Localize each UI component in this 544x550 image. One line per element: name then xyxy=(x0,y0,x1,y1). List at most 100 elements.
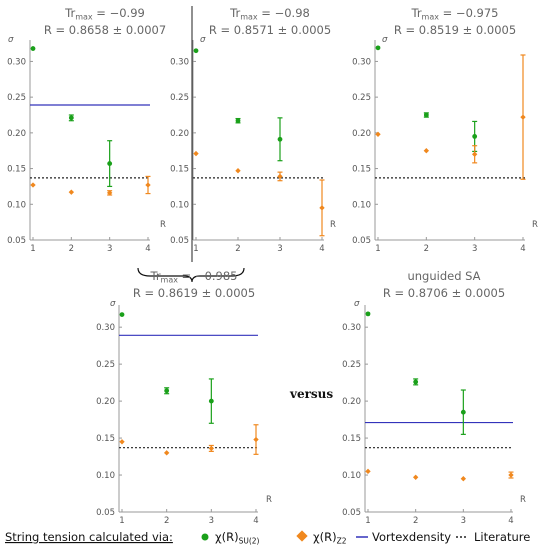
chart-panel-2: Trmax = −0.98R = 0.8571 ± 0.0005 0.05 0.10… xyxy=(170,6,336,254)
z2-data-point xyxy=(365,468,371,475)
y-tick-label: 0.15 xyxy=(96,434,115,444)
x-tick-label: 2 xyxy=(235,244,240,254)
y-tick-label: 0.30 xyxy=(170,57,189,67)
y-axis-label: σ xyxy=(200,35,206,45)
panel-title: Trmax = −0.975 xyxy=(410,6,498,22)
y-tick-label: 0.10 xyxy=(7,200,26,210)
su2-data-point xyxy=(68,115,74,121)
panel-title: Trmax = −0.99 xyxy=(64,6,145,22)
su2-data-point xyxy=(375,45,381,51)
x-axis-label: R xyxy=(330,220,336,230)
su2-data-point xyxy=(119,312,125,318)
x-tick-label: 3 xyxy=(461,516,466,526)
z2-data-point xyxy=(30,182,36,188)
panel-subtitle: R = 0.8519 ± 0.0005 xyxy=(394,23,516,37)
y-axis-label: σ xyxy=(354,299,360,309)
panel-title: unguided SA xyxy=(407,269,480,283)
legend: String tension calculated via: χ(R)SU(2)… xyxy=(5,530,530,546)
su2-data-point xyxy=(365,311,371,317)
y-tick-label: 0.05 xyxy=(96,508,115,518)
z2-data-point xyxy=(208,445,215,452)
y-tick-label: 0.25 xyxy=(96,360,115,370)
z2-data-point xyxy=(235,168,241,174)
x-tick-label: 2 xyxy=(424,244,429,254)
su2-data-point xyxy=(193,48,199,54)
legend-vortex-label: Vortexdensity xyxy=(372,530,451,544)
su2-data-point xyxy=(460,409,466,415)
z2-data-point xyxy=(145,182,151,188)
panel-subtitle: R = 0.8706 ± 0.0005 xyxy=(383,286,505,300)
brace xyxy=(137,267,245,283)
x-tick-label: 4 xyxy=(520,244,525,254)
x-tick-label: 3 xyxy=(209,516,214,526)
z2-data-point xyxy=(423,148,430,154)
x-tick-label: 3 xyxy=(107,244,112,254)
y-tick-label: 0.25 xyxy=(342,360,361,370)
y-tick-label: 0.15 xyxy=(352,165,371,175)
su2-data-point xyxy=(107,161,113,166)
y-tick-label: 0.15 xyxy=(7,165,26,175)
x-axis-label: R xyxy=(520,495,526,505)
y-tick-label: 0.20 xyxy=(96,397,115,407)
su2-data-point xyxy=(235,118,241,124)
z2-data-point xyxy=(119,439,125,445)
x-tick-label: 2 xyxy=(413,516,418,526)
z2-data-point xyxy=(471,151,478,157)
x-axis-label: R xyxy=(532,220,538,230)
y-tick-label: 0.15 xyxy=(342,434,361,444)
su2-data-point xyxy=(164,388,170,394)
z2-data-point xyxy=(319,205,325,211)
panel-subtitle: R = 0.8571 ± 0.0005 xyxy=(209,23,331,37)
panel-subtitle: R = 0.8619 ± 0.0005 xyxy=(133,286,255,300)
z2-data-point xyxy=(68,189,75,195)
x-tick-label: 1 xyxy=(375,244,380,254)
su2-data-point xyxy=(413,379,419,385)
z2-data-point xyxy=(253,436,259,443)
y-tick-label: 0.20 xyxy=(342,397,361,407)
panel-title: Trmax = −0.985 xyxy=(149,269,237,285)
x-axis-label: R xyxy=(266,495,272,505)
su2-data-point xyxy=(472,134,478,139)
x-tick-label: 1 xyxy=(193,244,198,254)
y-tick-label: 0.20 xyxy=(7,129,26,139)
legend-title: String tension calculated via: xyxy=(5,530,173,544)
y-tick-label: 0.25 xyxy=(7,93,26,103)
y-tick-label: 0.30 xyxy=(96,323,115,333)
panel-title: Trmax = −0.98 xyxy=(229,6,310,22)
y-tick-label: 0.10 xyxy=(342,471,361,481)
z2-data-point xyxy=(460,476,467,482)
su2-data-point xyxy=(423,112,429,118)
y-tick-label: 0.20 xyxy=(170,129,189,139)
y-tick-label: 0.10 xyxy=(170,200,189,210)
x-tick-label: 4 xyxy=(253,516,258,526)
y-axis-label: σ xyxy=(110,299,116,309)
y-tick-label: 0.20 xyxy=(352,129,371,139)
y-axis-label: σ xyxy=(382,35,388,45)
y-tick-label: 0.30 xyxy=(7,57,26,67)
legend-z2-label: χ(R)Z2 xyxy=(313,530,347,546)
y-tick-label: 0.30 xyxy=(342,323,361,333)
y-tick-label: 0.05 xyxy=(170,236,189,246)
x-tick-label: 3 xyxy=(277,244,282,254)
x-tick-label: 1 xyxy=(365,516,370,526)
z2-data-point xyxy=(193,150,199,157)
x-tick-label: 2 xyxy=(69,244,74,254)
z2-data-point xyxy=(412,474,419,480)
x-tick-label: 3 xyxy=(472,244,477,254)
legend-su2-marker xyxy=(201,533,209,541)
su2-data-point xyxy=(277,136,283,142)
y-tick-label: 0.25 xyxy=(170,93,189,103)
x-tick-label: 2 xyxy=(164,516,169,526)
y-tick-label: 0.10 xyxy=(352,200,371,210)
x-tick-label: 1 xyxy=(30,244,35,254)
panels-group: Trmax = −0.99R = 0.8658 ± 0.0007 0.05 0.10… xyxy=(7,6,538,526)
y-tick-label: 0.10 xyxy=(96,471,115,481)
panel-subtitle: R = 0.8658 ± 0.0007 xyxy=(44,23,166,37)
z2-data-point xyxy=(163,450,170,456)
z2-data-point xyxy=(106,190,113,196)
legend-z2-marker xyxy=(296,530,308,542)
y-tick-label: 0.25 xyxy=(352,93,371,103)
